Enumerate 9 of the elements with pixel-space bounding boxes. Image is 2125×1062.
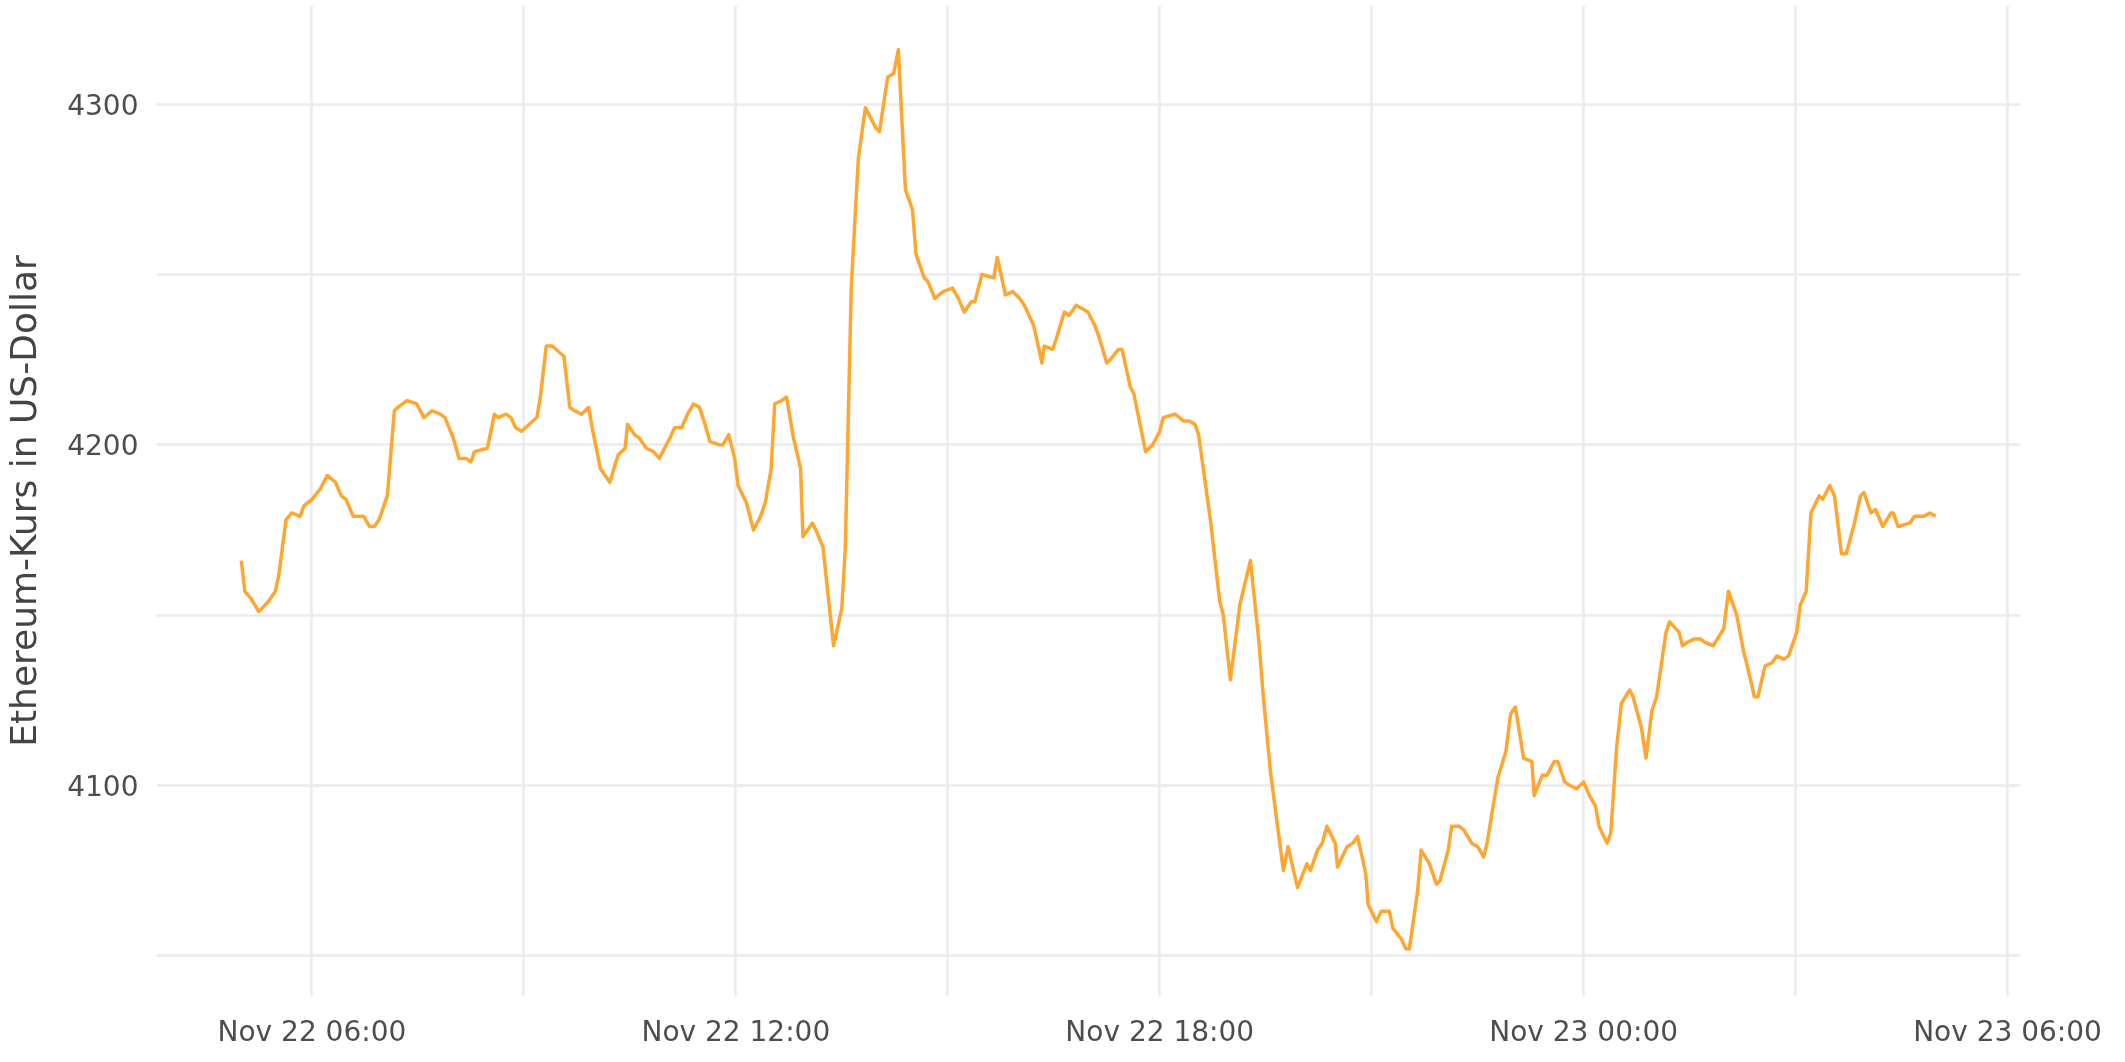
x-tick-label: Nov 22 18:00 xyxy=(1065,1014,1255,1048)
x-tick-label: Nov 23 00:00 xyxy=(1489,1014,1679,1048)
x-tick-label: Nov 23 06:00 xyxy=(1913,1014,2102,1048)
y-tick-label: 4100 xyxy=(67,769,139,803)
y-tick-label: 4300 xyxy=(67,88,139,122)
x-tick-label: Nov 22 06:00 xyxy=(217,1014,407,1048)
x-tick-label: Nov 22 12:00 xyxy=(641,1014,831,1048)
y-tick-label: 4200 xyxy=(67,429,139,463)
y-axis-title: Ethereum-Kurs in US-Dollar xyxy=(3,255,45,747)
